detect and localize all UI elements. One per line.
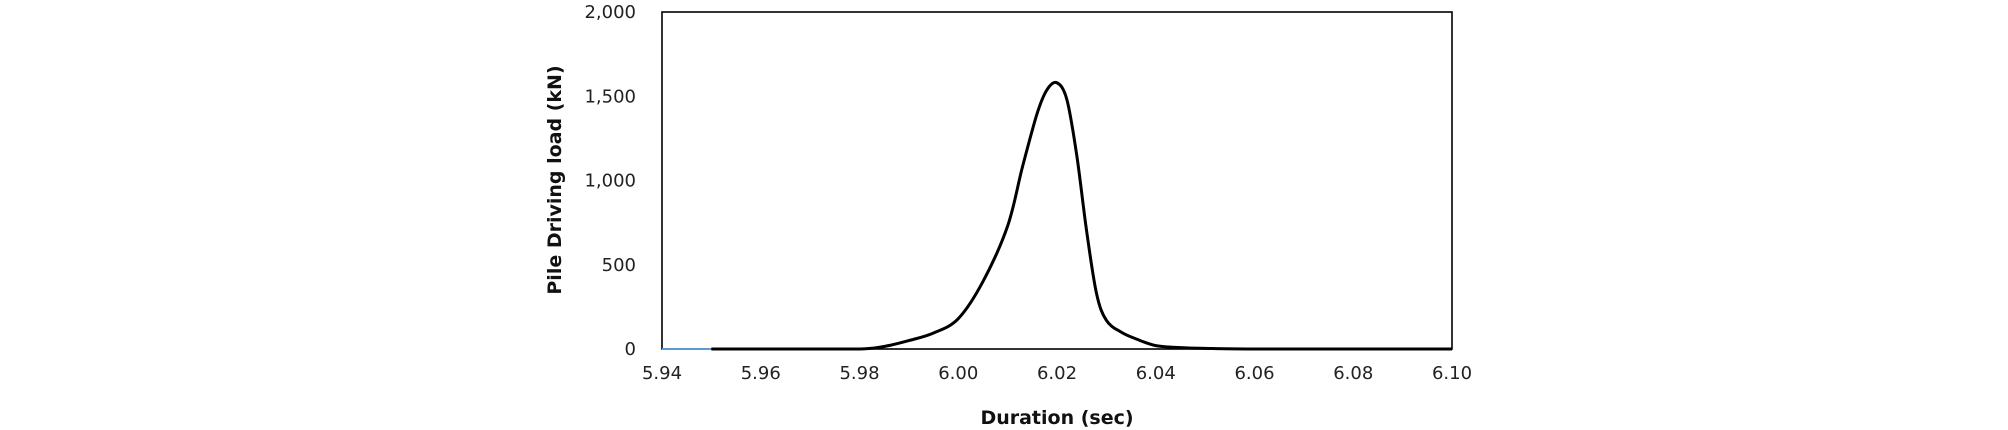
series-lines (662, 80, 1452, 351)
plot-area (661, 11, 1453, 350)
x-tick-label: 6.06 (1234, 363, 1274, 384)
series-line (711, 80, 1452, 351)
y-tick-label: 2,000 (584, 2, 636, 23)
x-axis-tick-labels: 5.94 5.96 5.98 6.00 6.02 6.04 6.06 6.08 6.10 (642, 363, 1472, 384)
y-tick-label: 1,000 (584, 171, 636, 192)
x-tick-label: 6.10 (1432, 363, 1472, 384)
x-axis-title: Duration (sec) (980, 407, 1133, 429)
x-tick-label: 6.08 (1333, 363, 1373, 384)
y-tick-label: 1,500 (584, 86, 636, 107)
x-tick-label: 6.00 (938, 363, 978, 384)
y-axis-tick-labels: 0 500 1,000 1,500 2,000 (584, 2, 636, 360)
y-tick-label: 500 (602, 255, 636, 276)
x-tick-label: 5.96 (741, 363, 781, 384)
x-tick-label: 6.02 (1037, 363, 1077, 384)
y-tick-label: 0 (625, 339, 636, 360)
x-tick-label: 5.94 (642, 363, 682, 384)
x-tick-label: 5.98 (839, 363, 879, 384)
x-tick-label: 6.04 (1136, 363, 1176, 384)
y-axis-title: Pile Driving load (kN) (544, 65, 566, 294)
